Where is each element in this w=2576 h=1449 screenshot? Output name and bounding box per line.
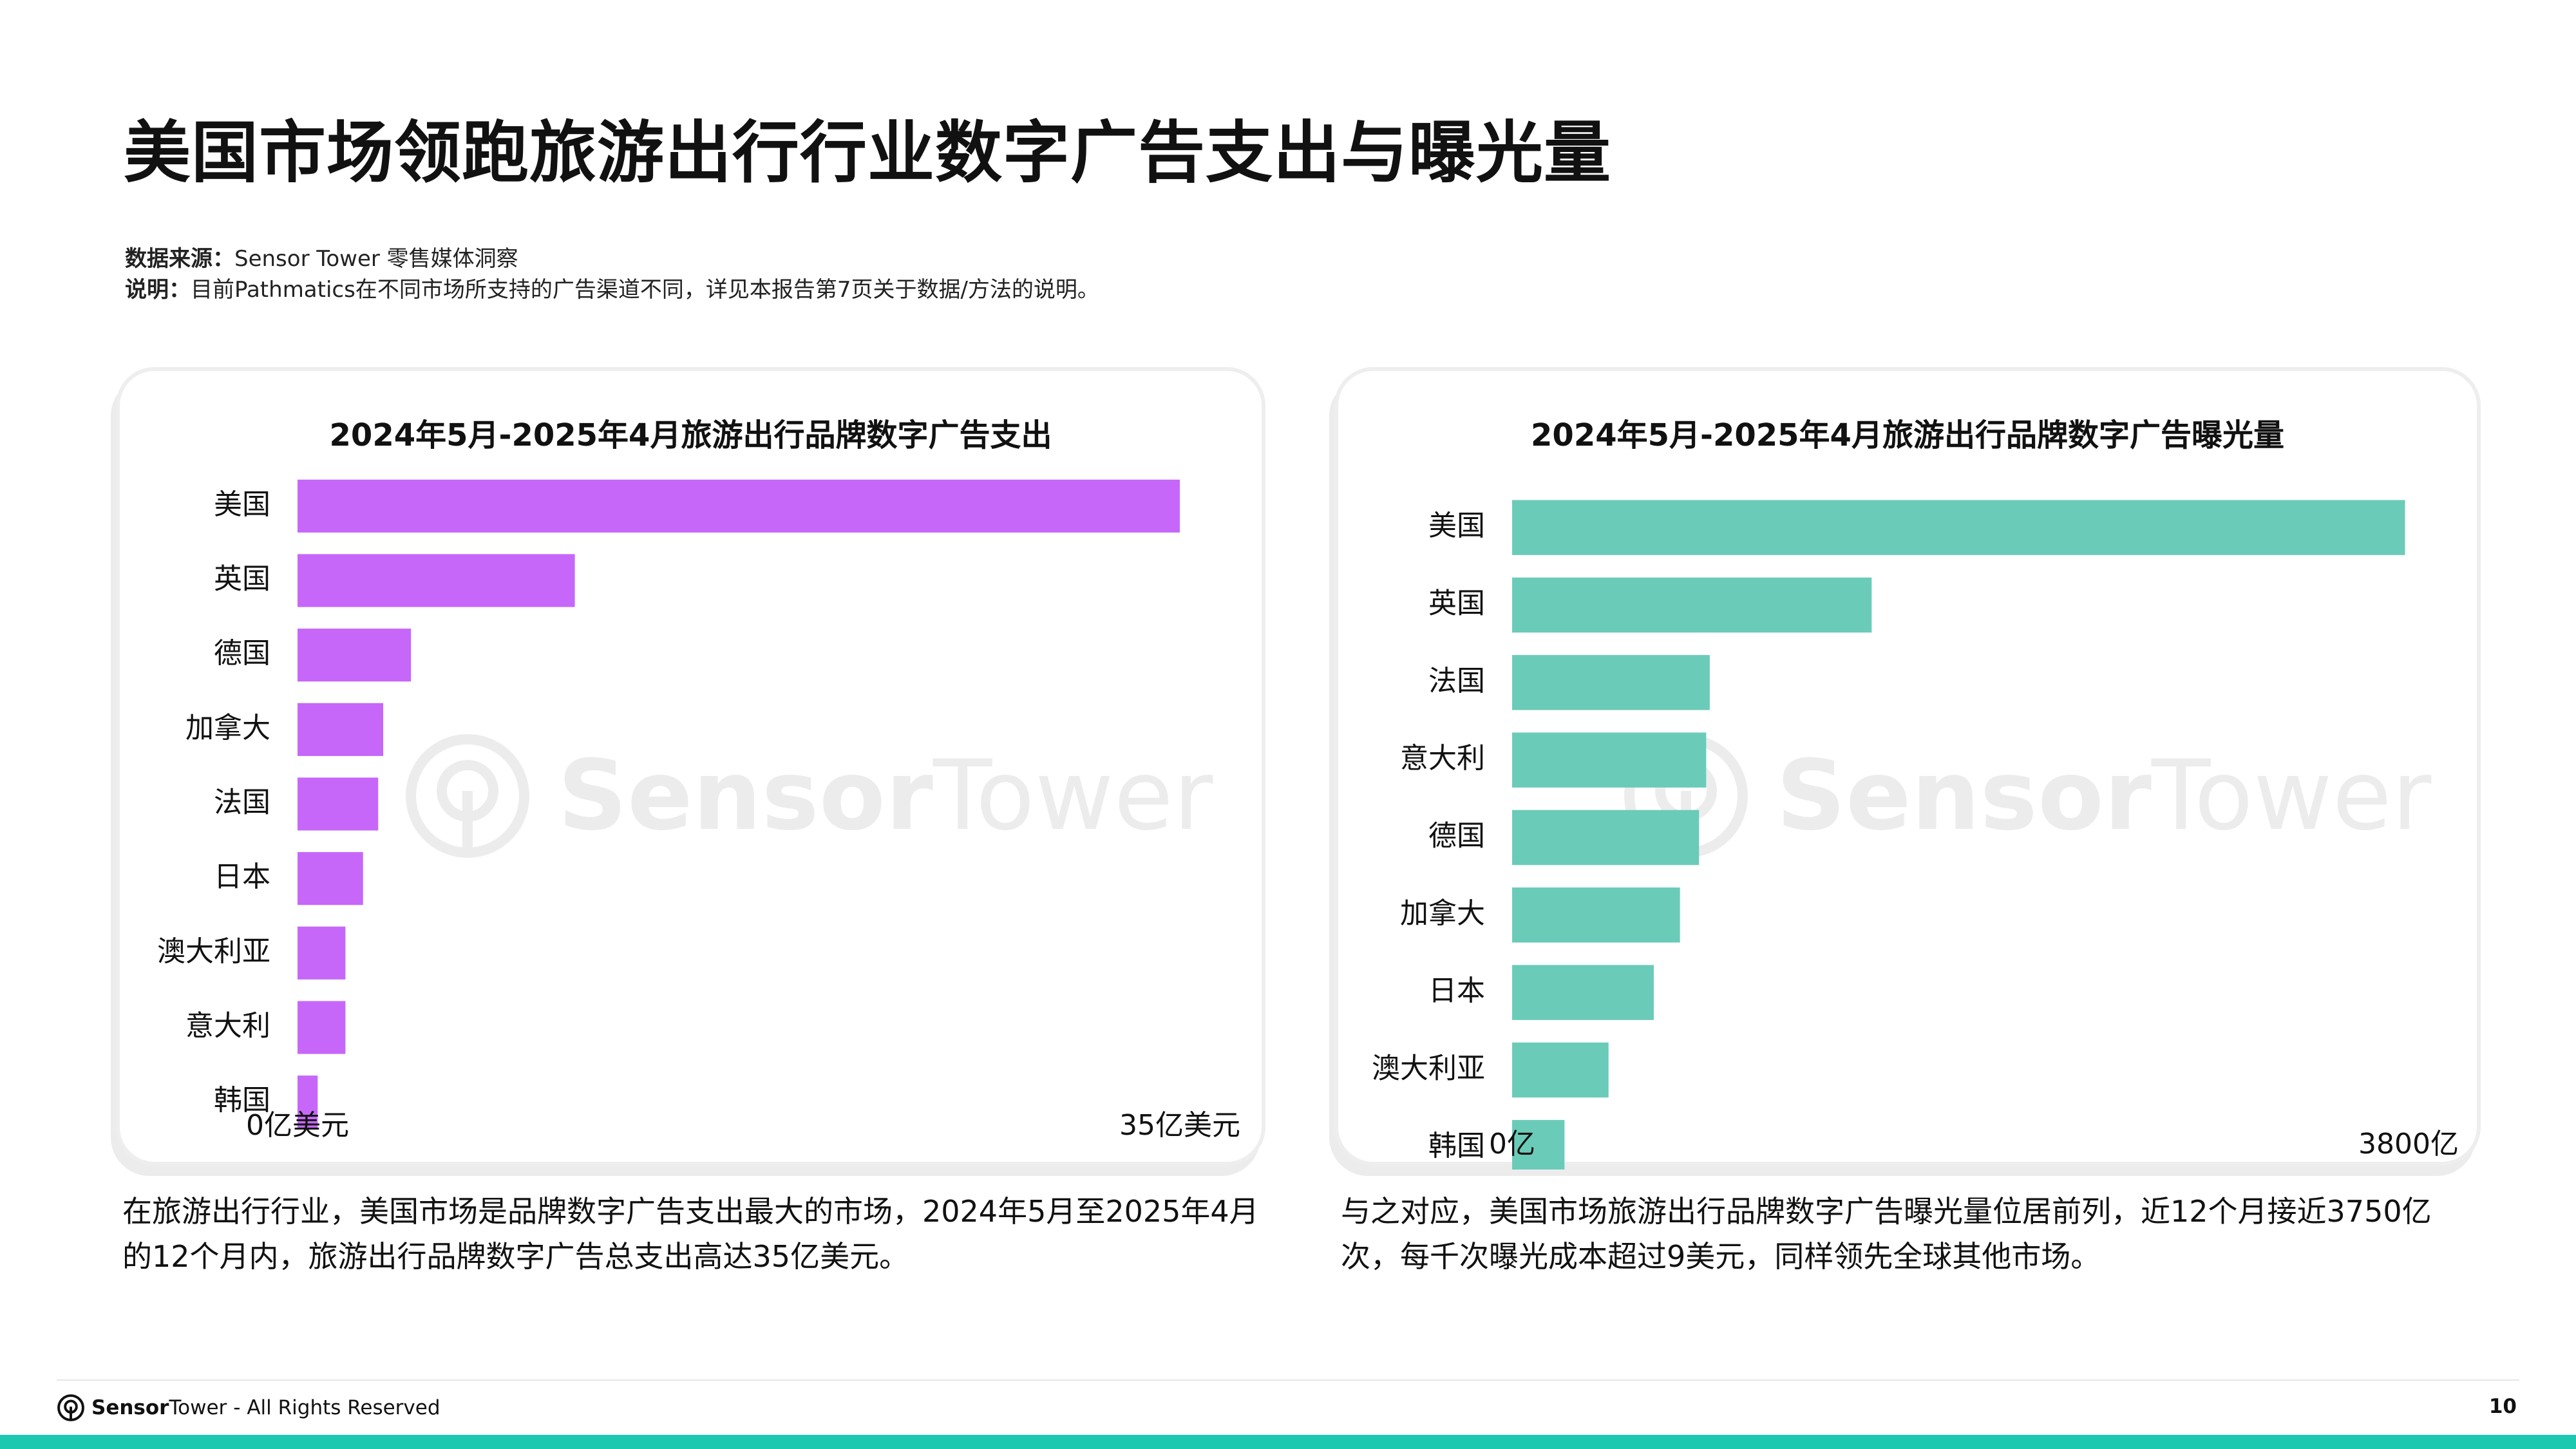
- category-label: 德国: [214, 637, 270, 670]
- x-tick-label: 0亿: [1489, 1128, 1535, 1160]
- category-label: 英国: [1428, 587, 1485, 620]
- source-value: Sensor Tower 零售媒体洞察: [234, 246, 518, 272]
- bottom-accent-bar: [0, 1435, 2576, 1449]
- page-title: 美国市场领跑旅游出行行业数字广告支出与曝光量: [124, 113, 1612, 192]
- footer-brand: SensorTower: [91, 1396, 227, 1419]
- source-label: 数据来源：: [125, 246, 234, 272]
- bar: [1512, 887, 1680, 943]
- bar: [1512, 810, 1700, 866]
- bar: [298, 777, 379, 831]
- x-tick-label: 35亿美元: [1119, 1109, 1240, 1142]
- spend-caption: 在旅游出行行业，美国市场是品牌数字广告支出最大的市场，2024年5月至2025年…: [122, 1194, 1259, 1274]
- bar: [1512, 577, 1872, 633]
- source-notes: 数据来源：Sensor Tower 零售媒体洞察 说明：目前Pathmatics…: [125, 243, 1099, 305]
- footer-divider: [57, 1379, 2519, 1381]
- bar: [1512, 1120, 1565, 1170]
- bar: [1512, 1042, 1609, 1098]
- impression-caption: 与之对应，美国市场旅游出行品牌数字广告曝光量位居前列，近12个月接近3750亿次…: [1341, 1194, 2432, 1274]
- impression-chart-title: 2024年5月-2025年4月旅游出行品牌数字广告曝光量: [1531, 417, 2284, 453]
- bar: [1512, 965, 1654, 1020]
- footer: SensorTower - All Rights Reserved: [57, 1394, 440, 1422]
- bar: [298, 852, 363, 905]
- category-label: 美国: [1428, 509, 1485, 542]
- category-label: 韩国: [214, 1084, 270, 1117]
- category-label: 美国: [214, 488, 270, 521]
- spend-chart-card: SensorTower 2024年5月-2025年4月旅游出行品牌数字广告支出 …: [116, 367, 1265, 1166]
- category-label: 加拿大: [185, 712, 270, 744]
- category-label: 英国: [214, 563, 270, 596]
- note-line: 说明：目前Pathmatics在不同市场所支持的广告渠道不同，详见本报告第7页关…: [125, 274, 1099, 305]
- category-label: 意大利: [1400, 742, 1485, 775]
- bar: [298, 703, 384, 756]
- note-label: 说明：: [125, 277, 191, 303]
- bar: [298, 926, 346, 980]
- bar: [1512, 655, 1710, 710]
- category-label: 意大利: [185, 1010, 270, 1043]
- category-label: 法国: [1428, 665, 1485, 697]
- bar: [298, 1075, 318, 1129]
- category-label: 日本: [214, 860, 270, 893]
- category-label: 法国: [214, 786, 270, 819]
- x-tick-label: 3800亿: [2358, 1128, 2459, 1160]
- bar: [298, 629, 412, 682]
- category-label: 德国: [1428, 820, 1485, 853]
- category-label: 日本: [1428, 974, 1485, 1007]
- category-label: 澳大利亚: [1372, 1052, 1485, 1085]
- x-tick-label: 0亿美元: [246, 1109, 349, 1142]
- bar: [298, 479, 1180, 533]
- spend-chart-title: 2024年5月-2025年4月旅游出行品牌数字广告支出: [329, 417, 1052, 453]
- category-label: 澳大利亚: [157, 935, 270, 968]
- page-number: 10: [2488, 1395, 2517, 1418]
- sensortower-logo-icon: [57, 1394, 84, 1421]
- impression-chart-card: SensorTower 2024年5月-2025年4月旅游出行品牌数字广告曝光量…: [1334, 367, 2481, 1170]
- category-label: 韩国: [1428, 1130, 1485, 1162]
- footer-rights: - All Rights Reserved: [233, 1396, 440, 1419]
- bar: [298, 554, 575, 607]
- note-value: 目前Pathmatics在不同市场所支持的广告渠道不同，详见本报告第7页关于数据…: [191, 277, 1099, 303]
- source-line: 数据来源：Sensor Tower 零售媒体洞察: [125, 243, 1099, 274]
- bar: [1512, 732, 1707, 788]
- bar: [298, 1001, 346, 1054]
- bar: [1512, 500, 2405, 555]
- category-label: 加拿大: [1400, 897, 1485, 930]
